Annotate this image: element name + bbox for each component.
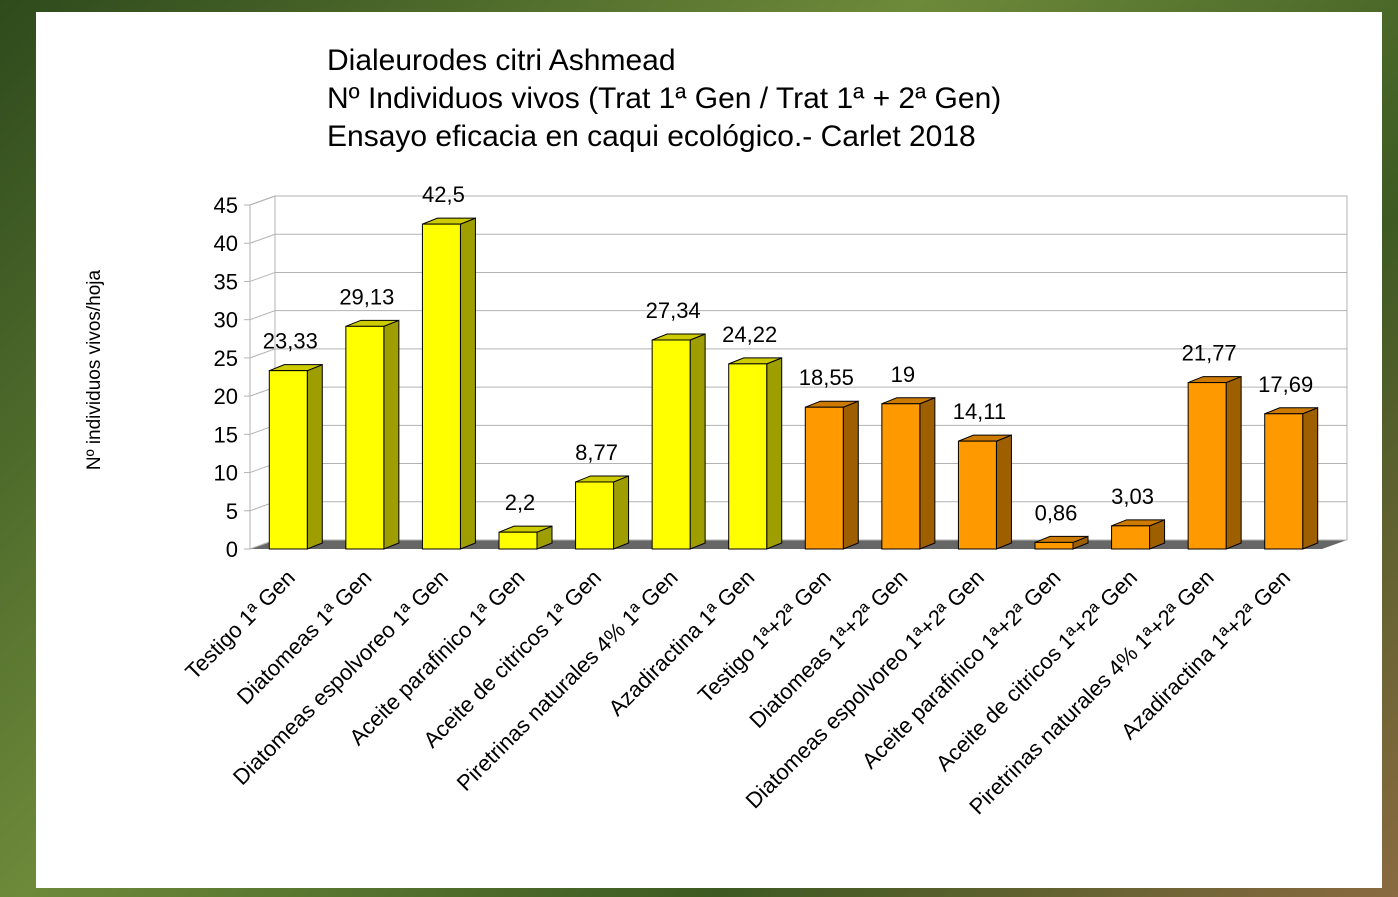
value-label: 23,33 xyxy=(263,329,318,354)
bar-face xyxy=(383,319,400,550)
y-tick-label: 40 xyxy=(214,231,238,256)
bar-face xyxy=(1034,541,1074,550)
bar xyxy=(498,525,553,550)
chart-title: Ensayo eficacia en caqui ecológico.- Car… xyxy=(327,120,976,153)
y-axis-label: Nº individuos vivos/hoja xyxy=(84,269,105,470)
bar-face xyxy=(1111,525,1151,550)
bar-face xyxy=(1187,382,1227,550)
floor xyxy=(250,540,1347,549)
bar-face xyxy=(575,481,615,550)
bar-face xyxy=(881,403,921,550)
value-label: 29,13 xyxy=(339,284,394,309)
y-tick-label: 10 xyxy=(214,461,238,486)
value-label: 0,86 xyxy=(1035,500,1078,525)
value-label: 21,77 xyxy=(1182,341,1237,366)
y-tick-label: 45 xyxy=(214,193,238,218)
value-label: 2,2 xyxy=(505,490,536,515)
bar xyxy=(1111,519,1166,550)
value-label: 19 xyxy=(891,362,915,387)
value-label: 42,5 xyxy=(422,182,465,207)
bar-face xyxy=(1264,413,1304,550)
bar xyxy=(575,475,630,550)
bar-face xyxy=(651,339,691,550)
y-tick-label: 5 xyxy=(226,499,238,524)
bar-face xyxy=(1302,407,1319,550)
y-tick-label: 30 xyxy=(214,308,238,333)
bar-face xyxy=(689,333,706,550)
bar xyxy=(268,363,323,550)
bar-face xyxy=(306,363,323,550)
value-label: 14,11 xyxy=(953,399,1006,424)
y-tick-label: 15 xyxy=(214,422,238,447)
bar-face xyxy=(842,400,859,550)
bar-face xyxy=(421,223,461,550)
grid-line xyxy=(249,195,1347,206)
bar-face xyxy=(919,397,936,550)
bar-face xyxy=(459,217,476,550)
y-tick-label: 0 xyxy=(226,537,238,562)
value-label: 3,03 xyxy=(1111,484,1154,509)
y-tick-label: 35 xyxy=(214,269,238,294)
bar xyxy=(421,217,476,550)
bar xyxy=(728,357,783,550)
bar xyxy=(1034,535,1089,550)
bar-face xyxy=(957,440,997,550)
value-label: 8,77 xyxy=(575,440,618,465)
bar xyxy=(1264,407,1319,550)
bar-face xyxy=(766,357,783,550)
bar-face xyxy=(613,475,630,550)
bar xyxy=(345,319,400,550)
bar xyxy=(957,434,1012,550)
value-label: 24,22 xyxy=(722,322,777,347)
bar-face xyxy=(498,531,538,550)
value-label: 27,34 xyxy=(646,298,701,323)
value-label: 18,55 xyxy=(799,365,854,390)
chart-title: Dialeurodes citri Ashmead xyxy=(327,44,676,77)
bar xyxy=(804,400,859,550)
chart-title: Nº Individuos vivos (Trat 1ª Gen / Trat … xyxy=(327,82,1001,115)
grid-line xyxy=(249,310,1347,321)
y-tick-label: 20 xyxy=(214,384,238,409)
bar-face xyxy=(804,406,844,550)
bar xyxy=(651,333,706,550)
bar-face xyxy=(728,363,768,550)
y-tick-label: 25 xyxy=(214,346,238,371)
bar xyxy=(1187,375,1242,550)
bar xyxy=(881,397,936,550)
value-label: 17,69 xyxy=(1258,372,1313,397)
grid-line xyxy=(249,271,1347,282)
bar-face xyxy=(995,434,1012,550)
bar-face xyxy=(268,370,308,550)
bar-face xyxy=(1225,375,1242,550)
grid-line xyxy=(249,233,1347,244)
grid-line xyxy=(249,348,1347,359)
bar-face xyxy=(345,325,385,550)
